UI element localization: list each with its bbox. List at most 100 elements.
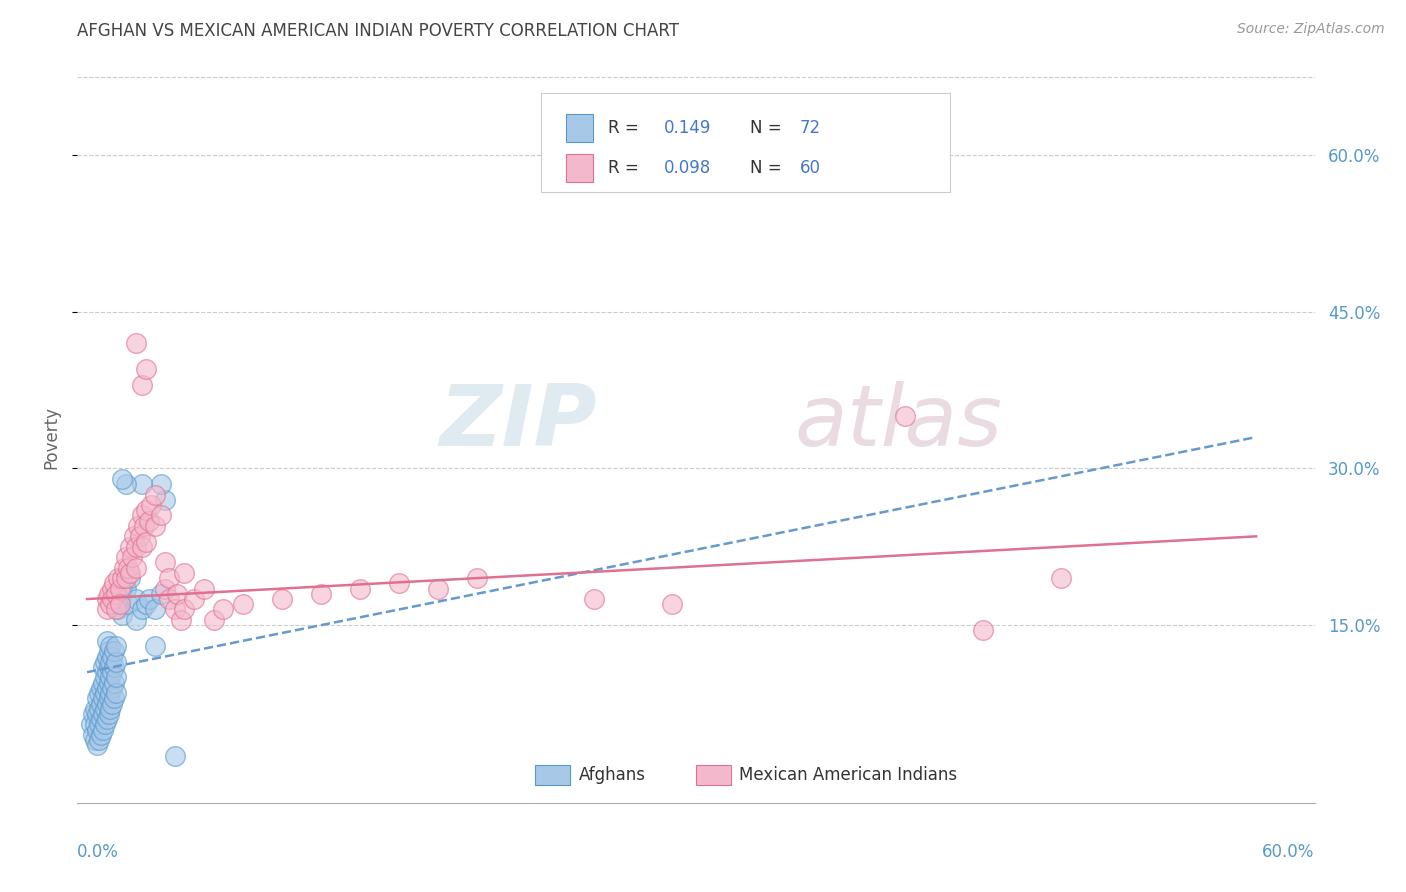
Point [115,550,138,565]
Point [107,571,129,585]
Point [143,519,166,533]
Point [91,691,114,706]
Point [91,706,114,721]
Point [86,723,108,737]
Text: atlas: atlas [794,381,1002,464]
Point [105,670,128,684]
Point [135,503,157,517]
Point [83,733,105,747]
Point [271,592,294,607]
Point [108,597,131,611]
Point [143,487,166,501]
Text: 60.0%: 60.0% [1263,843,1315,861]
Point [125,592,148,607]
Point [122,529,145,543]
Text: 0.0%: 0.0% [77,843,120,861]
Point [93,670,115,684]
Point [103,660,125,674]
Point [93,702,115,716]
Point [661,597,683,611]
Point [96,665,118,680]
Point [163,602,186,616]
Point [100,686,122,700]
Point [101,649,124,664]
Point [97,587,120,601]
Point [107,602,129,616]
Point [101,582,124,596]
Point [138,592,160,607]
Point [117,560,139,574]
Point [103,675,125,690]
Point [86,706,108,721]
Text: ZIP: ZIP [439,381,598,464]
Point [87,686,110,700]
Point [125,560,148,574]
Point [1050,571,1073,585]
Point [118,566,141,580]
Point [90,712,112,726]
Text: Afghans: Afghans [578,766,645,784]
Point [82,728,104,742]
Point [465,571,488,585]
Point [128,529,150,543]
Point [157,592,180,607]
Point [135,597,157,611]
Point [115,571,138,585]
Point [105,686,128,700]
Point [111,607,134,622]
Bar [696,765,731,785]
Point [135,362,157,376]
Point [173,566,195,580]
Point [91,723,114,737]
Point [111,582,134,596]
Point [131,540,153,554]
Point [111,472,134,486]
Point [112,560,135,574]
Point [103,691,125,706]
Point [97,675,120,690]
Point [108,592,131,607]
Text: R =: R = [609,119,644,137]
Point [96,592,118,607]
Point [96,697,118,711]
Point [97,691,120,706]
Point [101,665,124,680]
Point [115,477,138,491]
Point [93,686,115,700]
Point [202,613,225,627]
Point [127,519,149,533]
Point [103,644,125,658]
Point [150,587,173,601]
Text: 0.149: 0.149 [664,119,711,137]
Point [132,519,155,533]
Point [97,644,120,658]
Point [105,655,128,669]
Text: N =: N = [751,119,787,137]
Point [100,597,122,611]
Point [90,728,112,742]
Bar [567,114,593,142]
Point [169,613,191,627]
Point [96,649,118,664]
Point [83,717,105,731]
Point [82,706,104,721]
Point [93,717,115,731]
Point [93,655,115,669]
Point [100,702,122,716]
Text: Source: ZipAtlas.com: Source: ZipAtlas.com [1237,22,1385,37]
Point [105,639,128,653]
Point [150,508,173,523]
Point [153,582,176,596]
Point [90,697,112,711]
Point [96,602,118,616]
Point [117,597,139,611]
Point [121,550,143,565]
Point [131,508,153,523]
Point [111,571,134,585]
Point [150,477,173,491]
Point [183,592,205,607]
Point [118,571,141,585]
Bar [567,154,593,182]
Point [97,706,120,721]
Point [193,582,215,596]
